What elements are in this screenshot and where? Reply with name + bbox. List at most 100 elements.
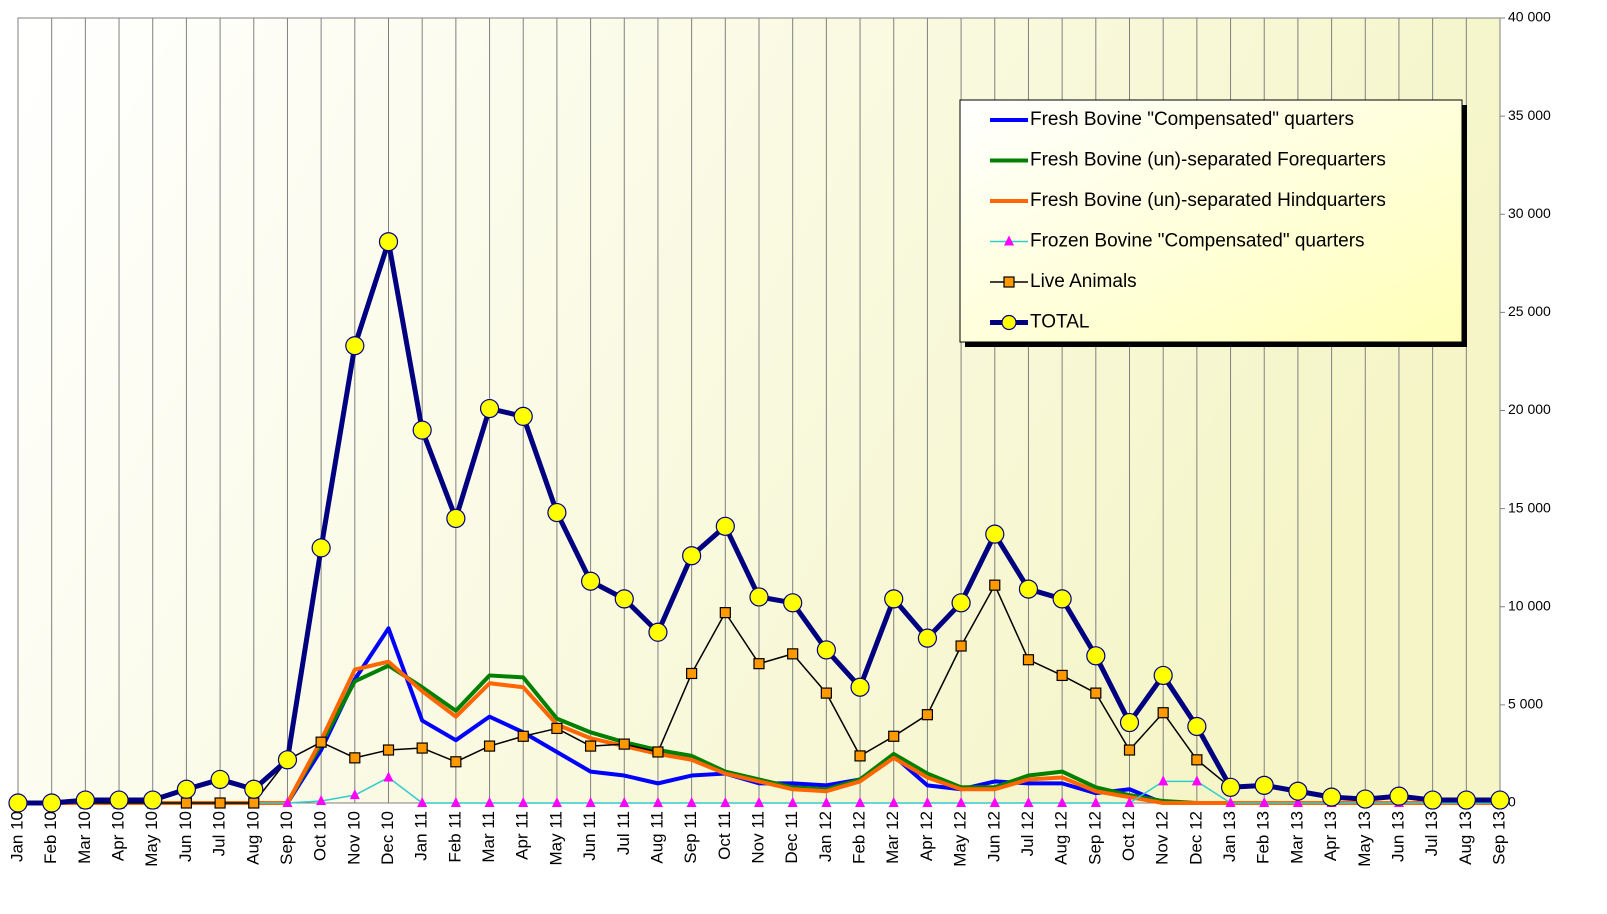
x-tick-label: Aug 12 bbox=[1052, 811, 1071, 865]
marker bbox=[1355, 789, 1375, 809]
marker bbox=[109, 790, 129, 810]
marker bbox=[614, 589, 634, 609]
legend-box bbox=[959, 99, 1463, 343]
x-tick-label: Dec 10 bbox=[378, 811, 397, 865]
x-tick-label: Jun 13 bbox=[1388, 811, 1407, 862]
marker bbox=[1187, 716, 1207, 737]
marker bbox=[1456, 790, 1476, 810]
legend-label: Fresh Bovine (un)-separated Hindquarters bbox=[1030, 190, 1386, 211]
marker bbox=[618, 738, 630, 750]
marker bbox=[652, 746, 664, 758]
legend-label: Live Animals bbox=[1030, 271, 1137, 292]
x-tick-label: Jan 10 bbox=[7, 811, 26, 862]
x-tick-label: May 10 bbox=[142, 811, 161, 867]
marker bbox=[1153, 665, 1173, 686]
x-tick-label: Mar 11 bbox=[479, 811, 498, 863]
marker bbox=[820, 687, 832, 699]
marker bbox=[854, 750, 866, 762]
x-tick-label: Jan 12 bbox=[816, 811, 835, 862]
y-tick-label: 5 000 bbox=[1508, 696, 1543, 712]
marker bbox=[315, 736, 327, 748]
marker bbox=[517, 730, 529, 742]
x-tick-label: Oct 11 bbox=[715, 811, 734, 860]
x-tick-label: Sep 13 bbox=[1489, 811, 1508, 865]
marker bbox=[547, 502, 567, 523]
marker bbox=[1490, 790, 1510, 810]
marker bbox=[1321, 787, 1342, 807]
y-tick-label: 25 000 bbox=[1508, 303, 1551, 319]
legend-label: TOTAL bbox=[1030, 312, 1089, 333]
x-tick-label: Mar 10 bbox=[75, 811, 94, 864]
marker bbox=[1022, 654, 1035, 666]
marker bbox=[888, 730, 900, 742]
marker bbox=[884, 589, 904, 609]
marker bbox=[619, 797, 630, 807]
marker bbox=[1292, 797, 1303, 807]
marker bbox=[720, 797, 731, 807]
y-tick-label: 35 000 bbox=[1508, 107, 1551, 123]
marker bbox=[787, 797, 798, 807]
x-tick-label: Jul 11 bbox=[614, 811, 633, 855]
marker bbox=[955, 640, 967, 652]
marker bbox=[816, 640, 836, 660]
marker bbox=[176, 779, 197, 799]
marker bbox=[412, 420, 432, 440]
marker bbox=[210, 769, 230, 790]
x-tick-label: Jun 12 bbox=[984, 811, 1003, 862]
x-tick-label: Nov 11 bbox=[748, 811, 767, 864]
marker bbox=[989, 579, 1001, 591]
x-tick-label: Jun 11 bbox=[580, 811, 599, 861]
marker bbox=[75, 790, 95, 810]
marker bbox=[580, 571, 601, 591]
x-tick-label: Aug 13 bbox=[1456, 811, 1475, 865]
legend-marker bbox=[1003, 276, 1015, 288]
marker bbox=[248, 797, 260, 809]
marker bbox=[1119, 712, 1140, 733]
marker bbox=[42, 793, 62, 813]
marker bbox=[686, 797, 697, 807]
marker bbox=[888, 797, 899, 807]
x-tick-label: May 11 bbox=[546, 811, 565, 866]
x-tick-label: May 12 bbox=[951, 811, 970, 867]
marker bbox=[282, 797, 293, 807]
marker bbox=[754, 797, 764, 807]
legend-label: Frozen Bovine "Compensated" quarters bbox=[1030, 231, 1365, 252]
x-tick-label: Mar 12 bbox=[883, 811, 902, 864]
marker bbox=[1057, 797, 1068, 807]
marker bbox=[1123, 744, 1136, 756]
marker bbox=[8, 793, 28, 813]
marker bbox=[1124, 797, 1135, 807]
marker bbox=[349, 752, 361, 764]
marker bbox=[652, 797, 663, 807]
marker bbox=[446, 508, 466, 529]
x-tick-label: Mar 13 bbox=[1287, 811, 1306, 864]
x-tick-label: Dec 12 bbox=[1186, 811, 1205, 865]
x-tick-label: Feb 12 bbox=[850, 811, 869, 864]
x-tick-label: Jul 10 bbox=[210, 811, 229, 856]
marker bbox=[753, 658, 765, 670]
marker bbox=[1220, 777, 1241, 797]
x-tick-label: Jul 13 bbox=[1422, 811, 1441, 856]
x-tick-label: Jan 11 bbox=[412, 811, 431, 861]
x-tick-label: Apr 13 bbox=[1321, 811, 1340, 861]
marker bbox=[214, 797, 226, 809]
marker bbox=[922, 797, 933, 807]
marker bbox=[783, 593, 803, 613]
x-tick-label: Apr 10 bbox=[109, 811, 128, 861]
x-tick-label: Jan 13 bbox=[1220, 811, 1239, 862]
x-tick-label: May 13 bbox=[1355, 811, 1374, 867]
marker bbox=[1259, 797, 1270, 807]
marker bbox=[1288, 781, 1308, 801]
marker bbox=[951, 593, 971, 613]
x-tick-label: Nov 10 bbox=[344, 811, 363, 865]
x-tick-label: Feb 10 bbox=[41, 811, 60, 864]
marker bbox=[143, 790, 163, 810]
marker bbox=[311, 538, 331, 558]
x-tick-label: Feb 13 bbox=[1254, 811, 1273, 864]
marker bbox=[383, 771, 394, 782]
marker bbox=[719, 607, 731, 619]
y-tick-label: 30 000 bbox=[1508, 205, 1551, 221]
y-tick-label: 10 000 bbox=[1508, 597, 1551, 613]
marker bbox=[1023, 797, 1034, 807]
x-tick-label: Aug 11 bbox=[647, 811, 666, 864]
